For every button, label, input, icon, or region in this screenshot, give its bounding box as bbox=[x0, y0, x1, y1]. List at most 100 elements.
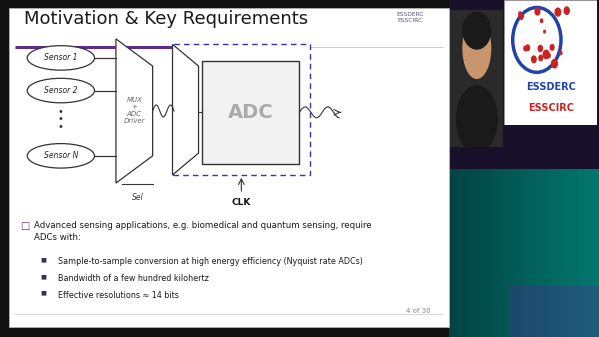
Bar bbox=[506, 168, 509, 337]
Bar bbox=[576, 0, 580, 168]
Ellipse shape bbox=[27, 144, 95, 168]
Bar bbox=[506, 0, 509, 168]
Bar bbox=[576, 168, 580, 337]
Bar bbox=[539, 168, 543, 337]
Bar bbox=[584, 0, 588, 168]
Polygon shape bbox=[173, 44, 198, 175]
Text: CLK: CLK bbox=[232, 198, 251, 207]
Bar bbox=[453, 0, 456, 168]
Bar bbox=[595, 0, 599, 168]
Bar bbox=[524, 168, 528, 337]
Bar bbox=[509, 168, 513, 337]
Bar bbox=[539, 0, 543, 168]
Bar bbox=[472, 0, 476, 168]
Bar bbox=[461, 168, 464, 337]
Bar bbox=[584, 168, 588, 337]
Circle shape bbox=[559, 51, 562, 55]
Bar bbox=[595, 168, 599, 337]
Bar bbox=[464, 0, 468, 168]
Bar bbox=[472, 168, 476, 337]
Bar bbox=[509, 286, 599, 337]
Bar bbox=[536, 0, 539, 168]
Text: 4 of 30: 4 of 30 bbox=[406, 308, 431, 314]
Bar bbox=[453, 168, 456, 337]
Ellipse shape bbox=[456, 85, 498, 153]
Bar bbox=[573, 168, 576, 337]
Bar bbox=[536, 168, 539, 337]
Bar bbox=[562, 0, 565, 168]
Text: ■: ■ bbox=[41, 291, 47, 296]
Circle shape bbox=[564, 6, 570, 15]
Bar bbox=[513, 0, 516, 168]
Bar bbox=[468, 0, 472, 168]
Bar bbox=[521, 168, 524, 337]
Circle shape bbox=[519, 12, 524, 20]
Bar bbox=[173, 44, 310, 175]
Text: Sensor 2: Sensor 2 bbox=[44, 86, 78, 95]
Bar bbox=[532, 0, 536, 168]
Circle shape bbox=[537, 45, 543, 52]
Text: ESSDERC: ESSDERC bbox=[526, 82, 576, 92]
Bar bbox=[543, 168, 546, 337]
Bar bbox=[498, 168, 502, 337]
Bar bbox=[554, 168, 558, 337]
Bar bbox=[479, 0, 483, 168]
Bar bbox=[502, 168, 506, 337]
Ellipse shape bbox=[27, 78, 95, 103]
Bar bbox=[550, 168, 554, 337]
Bar bbox=[528, 0, 532, 168]
Bar bbox=[498, 0, 502, 168]
Bar bbox=[449, 168, 453, 337]
Circle shape bbox=[549, 44, 555, 51]
Bar bbox=[461, 0, 464, 168]
Bar bbox=[580, 168, 584, 337]
Bar bbox=[483, 0, 486, 168]
Circle shape bbox=[523, 45, 528, 52]
Bar bbox=[486, 0, 491, 168]
Bar bbox=[476, 0, 479, 168]
Circle shape bbox=[555, 7, 561, 17]
Bar bbox=[558, 0, 562, 168]
Bar bbox=[476, 168, 479, 337]
Bar bbox=[513, 168, 516, 337]
Bar bbox=[543, 0, 546, 168]
Text: □: □ bbox=[20, 221, 29, 231]
Bar bbox=[569, 0, 573, 168]
Text: Effective resolutions ≈ 14 bits: Effective resolutions ≈ 14 bits bbox=[58, 291, 179, 300]
Ellipse shape bbox=[27, 46, 95, 70]
Ellipse shape bbox=[462, 11, 491, 50]
Bar bbox=[521, 0, 524, 168]
Bar bbox=[565, 0, 569, 168]
Text: Sel: Sel bbox=[131, 192, 143, 202]
Bar bbox=[573, 0, 576, 168]
Text: Advanced sensing applications, e.g. biomedical and quantum sensing, require
ADCs: Advanced sensing applications, e.g. biom… bbox=[34, 221, 372, 242]
Bar bbox=[494, 0, 498, 168]
Bar bbox=[550, 0, 554, 168]
Bar bbox=[554, 0, 558, 168]
Circle shape bbox=[540, 18, 543, 23]
Bar bbox=[588, 168, 591, 337]
Text: ESSCIRC: ESSCIRC bbox=[528, 103, 574, 114]
Bar bbox=[592, 168, 595, 337]
Bar bbox=[450, 10, 503, 147]
Polygon shape bbox=[116, 39, 153, 183]
Bar bbox=[494, 168, 498, 337]
Bar bbox=[580, 0, 584, 168]
Circle shape bbox=[539, 55, 543, 61]
Bar bbox=[546, 0, 550, 168]
Bar bbox=[517, 0, 521, 168]
Bar bbox=[562, 168, 565, 337]
Bar bbox=[468, 168, 472, 337]
Bar bbox=[502, 0, 506, 168]
Text: •
•
•: • • • bbox=[58, 106, 64, 132]
Text: Motivation & Key Requirements: Motivation & Key Requirements bbox=[24, 10, 308, 28]
Circle shape bbox=[547, 53, 551, 57]
Text: ESSDERC
ESSCIRC: ESSDERC ESSCIRC bbox=[397, 12, 424, 23]
Text: Sensor N: Sensor N bbox=[44, 151, 78, 160]
Bar bbox=[592, 0, 595, 168]
Text: Bandwidth of a few hundred kilohertz: Bandwidth of a few hundred kilohertz bbox=[58, 274, 208, 283]
Circle shape bbox=[543, 30, 546, 34]
Circle shape bbox=[547, 54, 550, 58]
Circle shape bbox=[513, 7, 561, 72]
Ellipse shape bbox=[462, 18, 491, 79]
